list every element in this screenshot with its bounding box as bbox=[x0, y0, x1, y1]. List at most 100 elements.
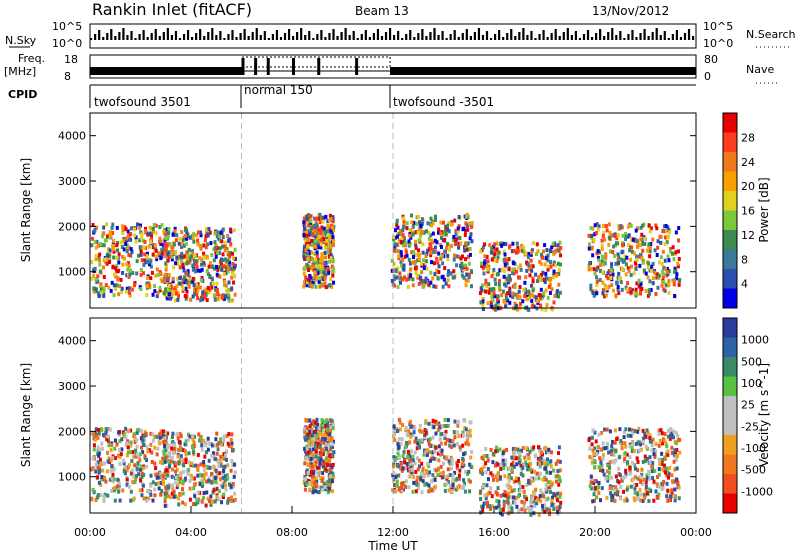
heatmap-cell bbox=[324, 255, 328, 260]
heatmap-cell bbox=[504, 296, 508, 301]
heatmap-cell bbox=[600, 463, 604, 468]
heatmap-cell bbox=[426, 221, 430, 226]
heatmap-cell bbox=[316, 465, 320, 470]
heatmap-cell bbox=[121, 227, 125, 232]
heatmap-cell bbox=[214, 243, 218, 248]
heatmap-cell bbox=[310, 278, 314, 283]
heatmap-cell bbox=[507, 277, 511, 282]
heatmap-cell bbox=[527, 480, 531, 485]
heatmap-cell bbox=[198, 472, 202, 477]
heatmap-cell bbox=[511, 241, 515, 246]
heatmap-cell bbox=[145, 251, 149, 256]
heatmap-cell bbox=[328, 438, 332, 443]
nsky-bar bbox=[388, 28, 392, 40]
heatmap-cell bbox=[497, 279, 501, 284]
heatmap-cell bbox=[106, 427, 110, 432]
heatmap-cell bbox=[187, 451, 191, 456]
heatmap-cell bbox=[392, 432, 396, 437]
heatmap-cell bbox=[591, 253, 595, 258]
heatmap-cell bbox=[151, 432, 155, 437]
heatmap-cell bbox=[210, 453, 214, 458]
heatmap-cell bbox=[129, 428, 133, 433]
heatmap-cell bbox=[208, 441, 212, 446]
heatmap-cell bbox=[220, 239, 224, 244]
heatmap-cell bbox=[420, 429, 424, 434]
heatmap-cell bbox=[482, 271, 486, 276]
heatmap-cell bbox=[675, 453, 679, 458]
heatmap-cell bbox=[466, 254, 470, 259]
heatmap-cell bbox=[421, 230, 425, 235]
heatmap-cell bbox=[175, 233, 179, 238]
heatmap-cell bbox=[153, 245, 157, 250]
heatmap-cell bbox=[646, 265, 650, 270]
heatmap-cell bbox=[322, 267, 326, 272]
heatmap-cell bbox=[311, 471, 315, 476]
heatmap-cell bbox=[645, 491, 649, 496]
y-tick-label: 1000 bbox=[58, 471, 86, 484]
heatmap-cell bbox=[415, 273, 419, 278]
heatmap-cell bbox=[307, 232, 311, 237]
heatmap-cell bbox=[196, 463, 200, 468]
heatmap-cell bbox=[172, 265, 176, 270]
heatmap-cell bbox=[557, 482, 561, 487]
heatmap-cell bbox=[413, 461, 417, 466]
heatmap-cell bbox=[633, 486, 637, 491]
heatmap-cell bbox=[502, 499, 506, 504]
heatmap-cell bbox=[177, 448, 181, 453]
heatmap-cell bbox=[664, 283, 668, 288]
heatmap-cell bbox=[111, 222, 115, 227]
heatmap-cell bbox=[320, 438, 324, 443]
heatmap-cell bbox=[316, 436, 320, 441]
heatmap-cell bbox=[392, 244, 396, 249]
heatmap-cell bbox=[166, 484, 170, 489]
heatmap-cell bbox=[91, 273, 95, 278]
heatmap-cell bbox=[132, 473, 136, 478]
heatmap-cell bbox=[224, 240, 228, 245]
heatmap-cell bbox=[416, 485, 420, 490]
heatmap-cell bbox=[612, 288, 616, 293]
heatmap-cell bbox=[428, 437, 432, 442]
heatmap-cell bbox=[412, 430, 416, 435]
heatmap-cell bbox=[404, 440, 408, 445]
heatmap-cell bbox=[406, 455, 410, 460]
heatmap-cell bbox=[150, 270, 154, 275]
heatmap-cell bbox=[493, 277, 497, 282]
heatmap-cell bbox=[640, 482, 644, 487]
heatmap-cell bbox=[660, 461, 664, 466]
heatmap-cell bbox=[593, 485, 597, 490]
heatmap-cell bbox=[331, 273, 335, 278]
heatmap-cell bbox=[115, 255, 119, 260]
heatmap-cell bbox=[530, 479, 534, 484]
heatmap-cell bbox=[179, 434, 183, 439]
heatmap-cell bbox=[216, 459, 220, 464]
heatmap-cell bbox=[407, 257, 411, 262]
heatmap-cell bbox=[514, 478, 518, 483]
heatmap-cell bbox=[125, 262, 129, 267]
heatmap-cell bbox=[484, 470, 488, 475]
colorbar-swatch bbox=[723, 493, 737, 514]
heatmap-cell bbox=[222, 434, 226, 439]
heatmap-cell bbox=[195, 233, 199, 238]
heatmap-cell bbox=[97, 431, 101, 436]
heatmap-cell bbox=[220, 500, 224, 505]
heatmap-cell bbox=[319, 242, 323, 247]
heatmap-cell bbox=[407, 239, 411, 244]
heatmap-cell bbox=[481, 266, 485, 271]
heatmap-cell bbox=[511, 284, 515, 289]
heatmap-cell bbox=[638, 488, 642, 493]
heatmap-cell bbox=[107, 443, 111, 448]
heatmap-cell bbox=[132, 496, 136, 501]
heatmap-cell bbox=[654, 489, 658, 494]
heatmap-cell bbox=[314, 443, 318, 448]
heatmap-cell bbox=[521, 462, 525, 467]
heatmap-cell bbox=[217, 250, 221, 255]
freq-panel: Freq. [MHz] 18 8 80 0 Nave bbox=[4, 52, 778, 84]
heatmap-cell bbox=[145, 458, 149, 463]
heatmap-cell bbox=[540, 293, 544, 298]
heatmap-cell bbox=[603, 237, 607, 242]
heatmap-cell bbox=[494, 303, 498, 308]
heatmap-cell bbox=[140, 471, 144, 476]
heatmap-cell bbox=[139, 249, 143, 254]
heatmap-cell bbox=[328, 482, 332, 487]
heatmap-cell bbox=[187, 260, 191, 265]
